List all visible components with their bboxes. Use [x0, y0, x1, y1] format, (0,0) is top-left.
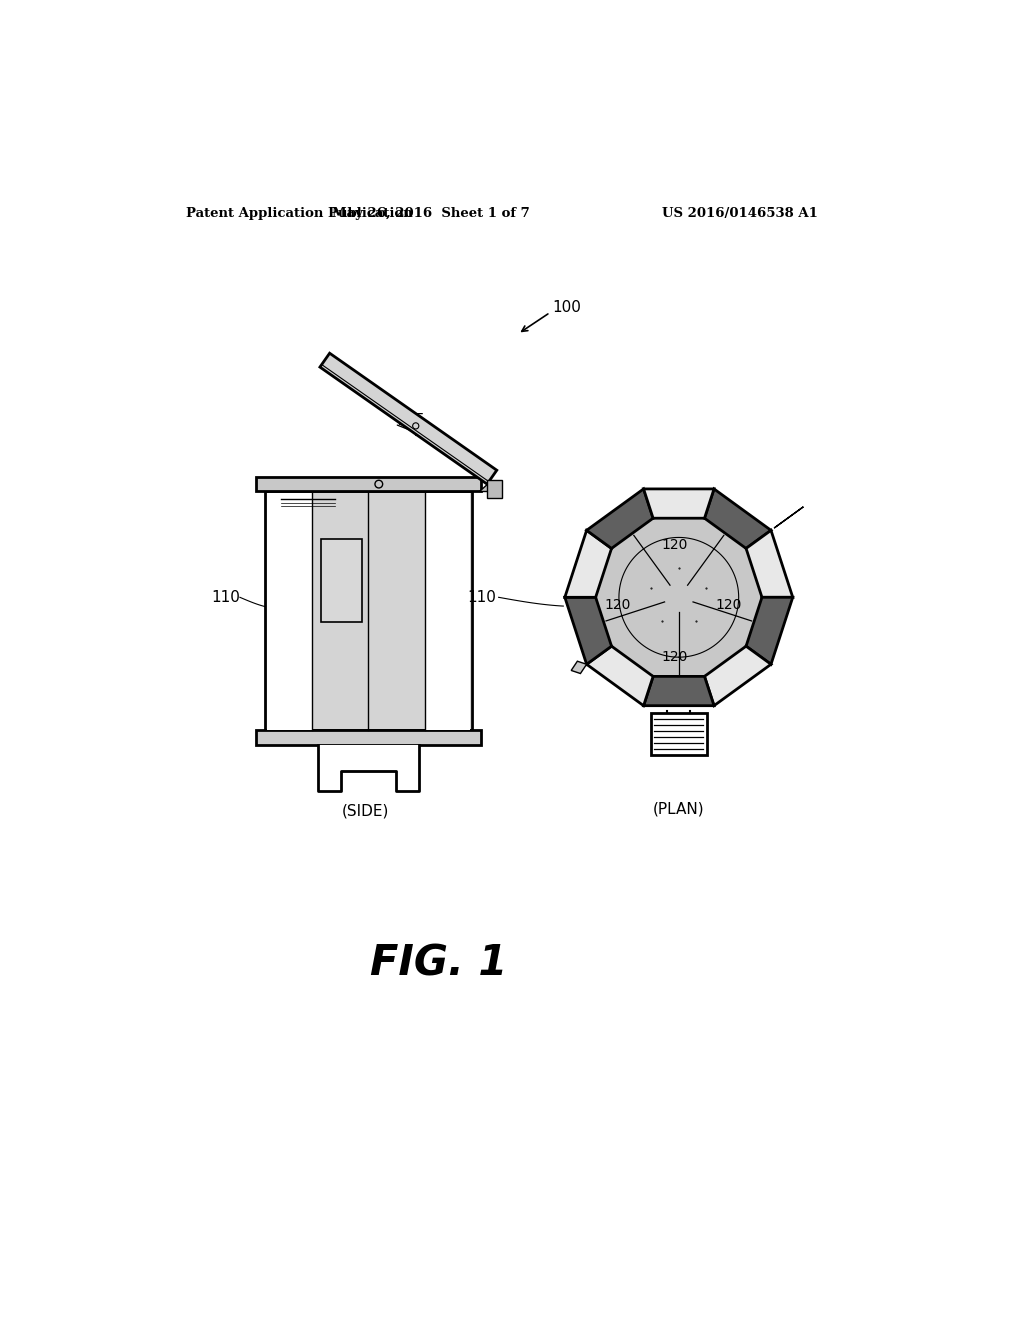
Text: Patent Application Publication: Patent Application Publication: [186, 207, 413, 220]
Polygon shape: [487, 480, 503, 498]
Polygon shape: [705, 647, 771, 706]
Bar: [651, 713, 707, 755]
Text: 120: 120: [662, 539, 688, 552]
Polygon shape: [746, 531, 793, 598]
Text: 100: 100: [553, 300, 582, 314]
Text: 110: 110: [467, 590, 497, 605]
Polygon shape: [774, 507, 804, 528]
Polygon shape: [319, 354, 497, 484]
Polygon shape: [596, 515, 762, 680]
Text: 115: 115: [396, 413, 425, 428]
Polygon shape: [587, 647, 653, 706]
Text: (PLAN): (PLAN): [653, 801, 705, 817]
Bar: [267, 492, 312, 730]
Polygon shape: [705, 488, 771, 548]
Polygon shape: [565, 598, 611, 664]
Polygon shape: [587, 488, 653, 548]
Text: 110: 110: [211, 590, 240, 605]
Polygon shape: [565, 531, 611, 598]
Polygon shape: [746, 598, 793, 664]
Text: 120: 120: [662, 651, 688, 664]
Text: 120: 120: [716, 598, 742, 612]
Polygon shape: [644, 676, 714, 706]
Text: (SIDE): (SIDE): [342, 804, 389, 818]
Polygon shape: [644, 488, 714, 519]
Text: May 26, 2016  Sheet 1 of 7: May 26, 2016 Sheet 1 of 7: [332, 207, 529, 220]
Polygon shape: [479, 482, 488, 491]
Bar: [265, 491, 472, 730]
Text: 120: 120: [604, 598, 631, 612]
Polygon shape: [571, 661, 587, 673]
Bar: [322, 539, 362, 622]
Bar: [425, 492, 470, 730]
Text: US 2016/0146538 A1: US 2016/0146538 A1: [662, 207, 818, 220]
Bar: [256, 478, 481, 491]
Text: FIG. 1: FIG. 1: [370, 942, 507, 983]
Polygon shape: [317, 744, 419, 792]
Bar: [256, 730, 481, 744]
